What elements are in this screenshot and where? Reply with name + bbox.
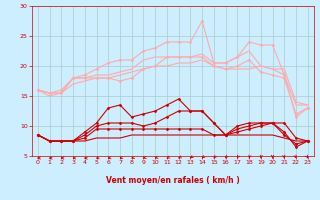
X-axis label: Vent moyen/en rafales ( km/h ): Vent moyen/en rafales ( km/h )	[106, 176, 240, 185]
